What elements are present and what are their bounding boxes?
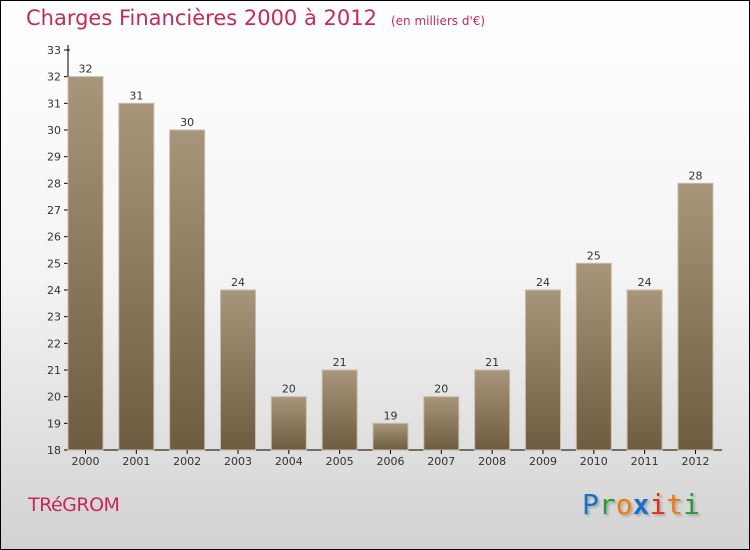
data-label: 19 <box>383 409 397 422</box>
y-tick-label: 28 <box>47 177 61 190</box>
y-tick-label: 23 <box>47 311 61 324</box>
bar-2007 <box>423 396 460 451</box>
y-tick-label: 22 <box>47 337 61 350</box>
chart-title: Charges Financières 2000 à 2012 (en milli… <box>26 6 485 30</box>
unit-label: (en milliers d'€) <box>390 14 486 28</box>
bar-2009 <box>524 289 561 451</box>
bar-2005 <box>321 369 358 451</box>
data-label: 24 <box>638 276 652 289</box>
y-tick-label: 18 <box>47 444 61 457</box>
x-tick-label: 2010 <box>580 455 608 468</box>
x-tick-label: 2004 <box>275 455 303 468</box>
y-tick-label: 21 <box>47 364 61 377</box>
x-tick-label: 2007 <box>427 455 455 468</box>
data-label: 21 <box>333 356 347 369</box>
x-tick-label: 2006 <box>376 455 404 468</box>
y-tick-label: 27 <box>47 204 61 217</box>
data-label: 24 <box>536 276 550 289</box>
y-tick-label: 32 <box>47 71 61 84</box>
data-label: 24 <box>231 276 245 289</box>
bar-2006 <box>372 422 409 451</box>
y-tick-label: 20 <box>47 391 61 404</box>
bar-2001 <box>118 102 155 451</box>
data-label: 28 <box>688 169 702 182</box>
x-tick-label: 2003 <box>224 455 252 468</box>
proxiti-logo[interactable]: Proxiti <box>582 488 701 521</box>
x-tick-label: 2009 <box>529 455 557 468</box>
y-tick-label: 30 <box>47 124 61 137</box>
title-text: Charges Financières 2000 à 2012 <box>26 6 377 30</box>
bar-2002 <box>169 129 206 451</box>
data-label: 25 <box>587 249 601 262</box>
x-tick-label: 2002 <box>173 455 201 468</box>
y-tick-label: 26 <box>47 231 61 244</box>
data-label: 32 <box>79 63 93 76</box>
data-label: 20 <box>282 383 296 396</box>
bar-2003 <box>219 289 256 451</box>
y-tick-label: 33 <box>47 44 61 57</box>
data-label: 30 <box>180 116 194 129</box>
town-name: TRéGROM <box>28 494 120 516</box>
data-label: 20 <box>434 383 448 396</box>
y-tick-label: 25 <box>47 257 61 270</box>
bar-2012 <box>677 182 714 451</box>
x-tick-label: 2000 <box>72 455 100 468</box>
x-tick-label: 2011 <box>631 455 659 468</box>
bar-2000 <box>67 76 104 451</box>
x-tick-label: 2001 <box>122 455 150 468</box>
bar-2010 <box>575 262 612 451</box>
data-label: 21 <box>485 356 499 369</box>
bar-2004 <box>270 396 307 451</box>
bar-2008 <box>474 369 511 451</box>
y-tick-label: 31 <box>47 97 61 110</box>
x-tick-label: 2012 <box>681 455 709 468</box>
y-tick-label: 19 <box>47 417 61 430</box>
data-label: 31 <box>129 89 143 102</box>
y-tick-label: 24 <box>47 284 61 297</box>
x-tick-label: 2005 <box>326 455 354 468</box>
bar-2011 <box>626 289 663 451</box>
y-tick-label: 29 <box>47 151 61 164</box>
x-tick-label: 2008 <box>478 455 506 468</box>
